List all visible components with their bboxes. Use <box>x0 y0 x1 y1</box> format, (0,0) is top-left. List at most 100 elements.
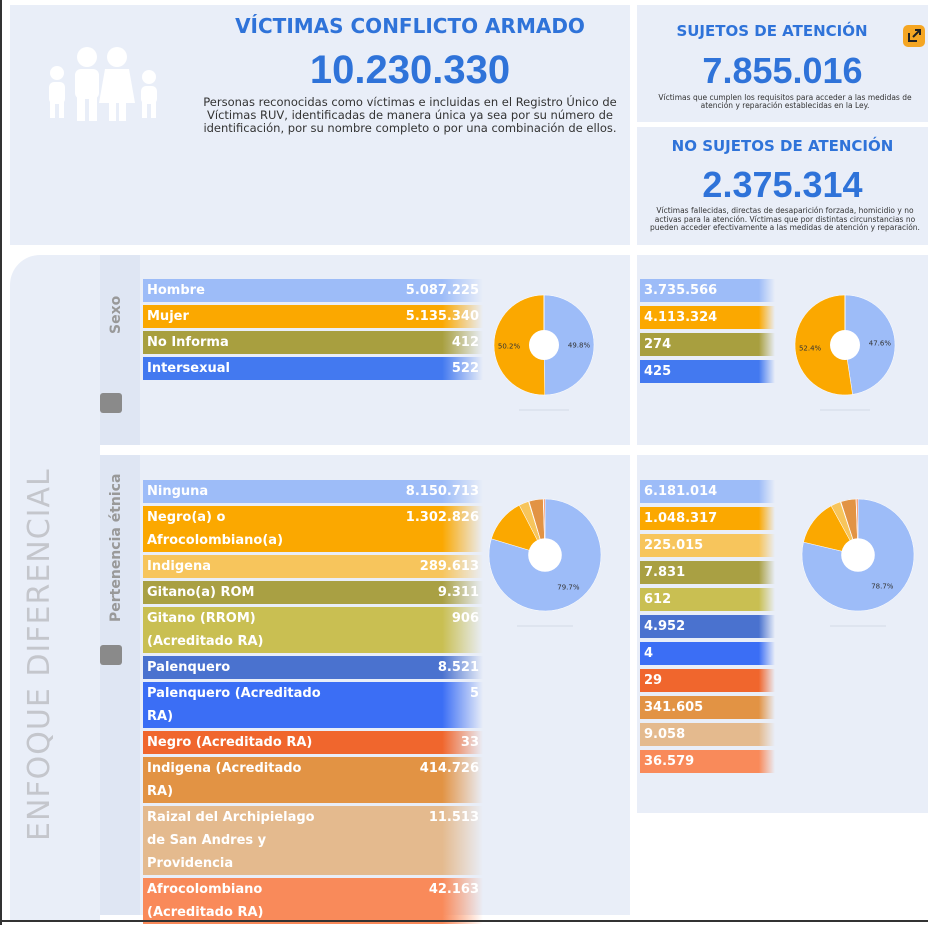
category-row: 425 <box>640 360 775 383</box>
total: 10.230.330 <box>309 48 511 92</box>
category-row: Hombre 5.087.225 <box>143 279 483 302</box>
category-row: Indigena (Acreditado RA) 414.726 <box>143 757 483 803</box>
pie-slice <box>543 294 595 396</box>
category-value: 341.605 <box>644 700 704 715</box>
category-row: Mujer 5.135.340 <box>143 305 483 328</box>
category-row: Palenquero 8.521 <box>143 656 483 679</box>
category-row: Negro(a) o Afrocolombiano(a) 1.302.826 <box>143 506 483 552</box>
category-value: 522 <box>451 361 479 376</box>
category-row: 4.113.324 <box>640 306 775 329</box>
title: VÍCTIMAS CONFLICTO ARMADO <box>235 14 585 38</box>
category-name: Gitano (RROM) (Acreditado RA) <box>147 611 264 649</box>
row-list: 3.735.566 4.113.324 274 425 <box>640 279 775 383</box>
category-name: Palenquero <box>147 660 231 675</box>
category-value: 9.058 <box>644 727 686 742</box>
category-name: Hombre <box>147 283 205 298</box>
category-row: Gitano (RROM) (Acreditado RA) 906 <box>143 607 483 653</box>
no-sujetos-title: NO SUJETOS DE ATENCIÓN <box>671 137 894 155</box>
victims-panel <box>10 5 630 245</box>
category-value: 42.163 <box>428 882 479 897</box>
category-row: Intersexual 522 <box>143 357 483 380</box>
category-row: Gitano(a) ROM 9.311 <box>143 581 483 604</box>
category-name: Afrocolombiano (Acreditado RA) <box>147 882 264 920</box>
category-value: 225.015 <box>644 538 704 553</box>
category-value: 9.311 <box>437 585 479 600</box>
no-sujetos-total: 2.375.314 <box>702 164 863 205</box>
category-row: 274 <box>640 333 775 356</box>
category-value: 425 <box>644 364 672 379</box>
pie-hole <box>830 330 860 360</box>
info-button[interactable] <box>100 393 122 413</box>
category-row: 6.181.014 <box>640 480 775 503</box>
pie-hole <box>841 538 875 572</box>
category-value: 414.726 <box>419 761 479 776</box>
side-panel <box>10 255 100 920</box>
category-row: 36.579 <box>640 750 775 773</box>
pie-percent-label: 52.4% <box>799 345 822 353</box>
pie-percent-label: 78.7% <box>871 583 894 591</box>
category-row: 612 <box>640 588 775 611</box>
pie-slice <box>493 294 546 396</box>
category-value: 1.048.317 <box>644 511 718 526</box>
category-value: 612 <box>644 592 672 607</box>
family-icon <box>49 47 157 121</box>
category-value: 8.521 <box>437 660 479 675</box>
category-row: 4 <box>640 642 775 665</box>
pie-percent-label: 47.6% <box>869 339 892 347</box>
category-row: Negro (Acreditado RA) 33 <box>143 731 483 754</box>
category-name: No Informa <box>147 335 229 350</box>
pie-slice <box>844 294 896 395</box>
category-row: 225.015 <box>640 534 775 557</box>
open-link-icon <box>908 29 921 42</box>
open-link-button[interactable] <box>903 25 925 47</box>
category-value: 4 <box>644 646 654 661</box>
category-row: Indigena 289.613 <box>143 555 483 578</box>
category-row: 4.952 <box>640 615 775 638</box>
category-value: 4.952 <box>644 619 686 634</box>
category-name: Ninguna <box>147 484 209 499</box>
pie-slice <box>794 294 853 396</box>
category-row: 29 <box>640 669 775 692</box>
pie-chart: 79.7% <box>488 498 602 627</box>
pie-percent-label: 79.7% <box>557 583 580 591</box>
category-value: 3.735.566 <box>644 283 718 298</box>
sujetos-panel <box>637 5 928 122</box>
sexo-label-panel <box>100 255 140 445</box>
sujetos-title: SUJETOS DE ATENCIÓN <box>676 22 868 40</box>
sujetos-description: Víctimas que cumplen los requisitos para… <box>658 93 912 110</box>
sujetos-total: 7.855.016 <box>702 50 863 91</box>
info-button[interactable] <box>100 645 122 665</box>
no-sujetos-panel <box>637 127 928 245</box>
category-name: Indigena (Acreditado RA) <box>147 761 302 799</box>
category-row: 9.058 <box>640 723 775 746</box>
category-row: 1.048.317 <box>640 507 775 530</box>
category-row: 3.735.566 <box>640 279 775 302</box>
category-row: Palenquero (Acreditado RA) 5 <box>143 682 483 728</box>
category-name: Palenquero (Acreditado RA) <box>147 686 321 724</box>
no-sujetos-description: Víctimas fallecidas, directas de desapar… <box>650 206 920 232</box>
category-value: 1.302.826 <box>405 510 479 525</box>
category-name: Raizal del Archipielago de San Andres y … <box>147 810 315 871</box>
category-value: 5 <box>469 686 479 701</box>
pie-hole <box>528 538 562 572</box>
category-row: Raizal del Archipielago de San Andres y … <box>143 806 483 875</box>
category-value: 5.135.340 <box>405 309 479 324</box>
category-row: 341.605 <box>640 696 775 719</box>
row-list: Ninguna 8.150.713 Negro(a) o Afrocolombian… <box>143 480 483 924</box>
category-name: Negro (Acreditado RA) <box>147 735 313 750</box>
category-row: Ninguna 8.150.713 <box>143 480 483 503</box>
category-value: 906 <box>451 611 479 626</box>
category-value: 4.113.324 <box>644 310 718 325</box>
category-name: Intersexual <box>147 361 230 376</box>
row-list: 6.181.014 1.048.317 225.015 7.831 612 4.952 4 2… <box>640 480 775 773</box>
category-value: 7.831 <box>644 565 686 580</box>
pie-percent-label: 50.2% <box>498 342 521 350</box>
category-value: 11.513 <box>428 810 479 825</box>
category-value: 5.087.225 <box>405 283 479 298</box>
category-value: 29 <box>644 673 663 688</box>
category-value: 33 <box>460 735 479 750</box>
category-value: 289.613 <box>419 559 479 574</box>
pie-chart: 78.7% <box>801 498 915 627</box>
category-name: Mujer <box>147 309 189 324</box>
